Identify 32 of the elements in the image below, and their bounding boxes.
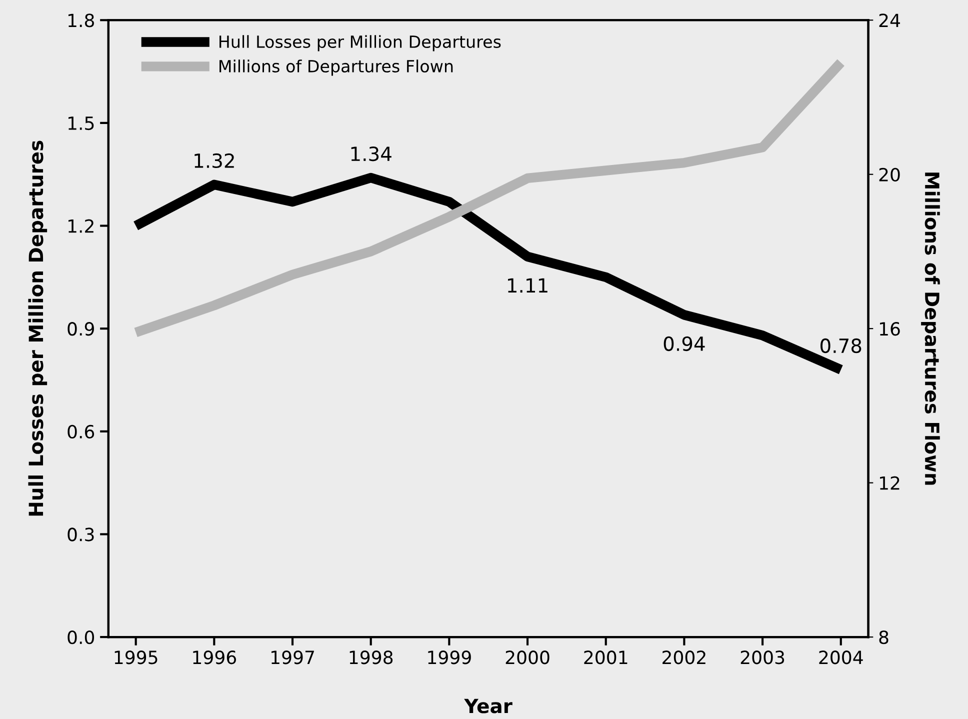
data-label: 1.11 — [508, 278, 548, 293]
y2-tick-label: 8 — [879, 630, 888, 644]
x-tick-label: 1999 — [428, 650, 471, 664]
x-tick-label: 2004 — [819, 650, 863, 664]
y2-axis-title: Millions of Departures Flown — [921, 172, 940, 485]
y2-tick-label: 12 — [880, 476, 900, 490]
x-tick-label: 2002 — [662, 650, 706, 664]
y2-tick-label: 20 — [879, 168, 900, 182]
y-tick-label: 0.6 — [68, 424, 94, 439]
x-tick-label: 1997 — [272, 650, 314, 664]
x-tick-label: 2001 — [584, 650, 628, 664]
x-tick-label: 2003 — [740, 650, 784, 664]
data-label: 0.94 — [664, 336, 705, 352]
x-tick-label: 1998 — [350, 650, 393, 664]
legend-label: Hull Losses per Million Departures — [220, 35, 501, 52]
x-tick-label: 2000 — [506, 650, 550, 664]
y2-tick-label: 24 — [879, 14, 900, 27]
y-tick-label: 0.3 — [68, 528, 94, 542]
y-tick-label: 1.2 — [68, 219, 94, 233]
data-label: 1.32 — [194, 153, 234, 168]
y-tick-label: 0.9 — [68, 322, 94, 336]
y-tick-label: 1.5 — [68, 116, 94, 130]
data-label: 0.78 — [820, 338, 862, 354]
y-tick-label: 0.0 — [68, 630, 94, 644]
x-axis-title: Year — [464, 698, 512, 714]
y-axis-title: Hull Losses per Million Departures — [28, 140, 48, 516]
x-tick-label: 1995 — [114, 650, 158, 664]
legend-label: Millions of Departures Flown — [220, 60, 453, 76]
data-label: 1.34 — [351, 146, 392, 162]
x-tick-label: 1996 — [193, 650, 236, 664]
y2-tick-label: 16 — [880, 322, 900, 336]
y-tick-label: 1.8 — [68, 14, 94, 28]
